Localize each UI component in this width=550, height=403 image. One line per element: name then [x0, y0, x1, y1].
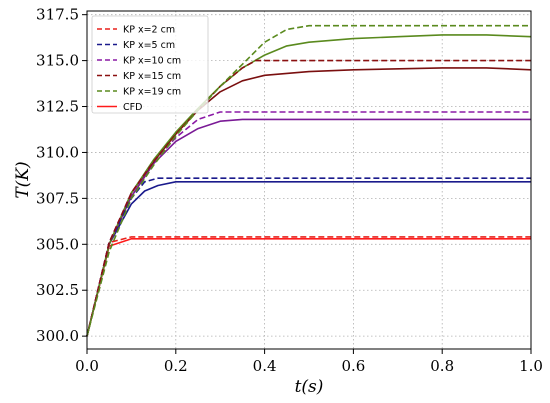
series-line-solid-7 — [86, 118, 531, 337]
series-line-cfd — [86, 238, 531, 337]
y-tick-label: 315.0 — [36, 52, 79, 70]
y-axis-label: T(K) — [13, 161, 33, 198]
series-line-kp-x-19-cm — [86, 24, 531, 337]
plot-frame — [86, 10, 532, 350]
x-tick-label: 0.8 — [430, 357, 454, 375]
series-line-kp-x-2-cm — [86, 236, 531, 337]
legend-label: CFD — [123, 102, 142, 113]
legend: KP x=2 cm KP x=5 cm KP x=10 cm KP x=15 cm KP… — [91, 15, 209, 114]
legend-box — [91, 15, 209, 114]
y-tick-label: 312.5 — [36, 98, 79, 116]
legend-label: KP x=2 cm — [123, 25, 175, 36]
y-tick-label: 305.0 — [36, 235, 79, 253]
series-line-solid-9 — [86, 34, 532, 337]
legend-label: KP x=19 cm — [123, 87, 181, 98]
series-line-solid-6 — [86, 181, 531, 337]
series-line-kp-x-10-cm — [86, 111, 531, 337]
series-line-kp-x-5-cm — [86, 177, 531, 337]
x-tick-label: 0.6 — [341, 357, 365, 375]
legend-label: KP x=15 cm — [123, 71, 181, 82]
x-tick-label: 0.0 — [75, 357, 99, 375]
series-layer — [86, 24, 532, 337]
x-tick-label: 1.0 — [519, 357, 543, 375]
legend-label: KP x=10 cm — [123, 56, 181, 67]
y-axis: 300.0 302.5 305.0 307.5 310.0 312.5 315.0 317.5 — [36, 6, 87, 345]
x-tick-label: 0.2 — [164, 357, 188, 375]
y-tick-label: 300.0 — [36, 327, 79, 345]
y-tick-label: 310.0 — [36, 143, 79, 161]
y-tick-label: 317.5 — [36, 6, 79, 24]
x-axis: 0.0 0.2 0.4 0.6 0.8 1.0 — [75, 349, 543, 375]
x-tick-label: 0.4 — [253, 357, 277, 375]
x-axis-label: t(s) — [295, 377, 324, 397]
y-tick-label: 307.5 — [36, 189, 79, 207]
y-tick-label: 302.5 — [36, 281, 79, 299]
legend-label: KP x=5 cm — [123, 40, 175, 51]
